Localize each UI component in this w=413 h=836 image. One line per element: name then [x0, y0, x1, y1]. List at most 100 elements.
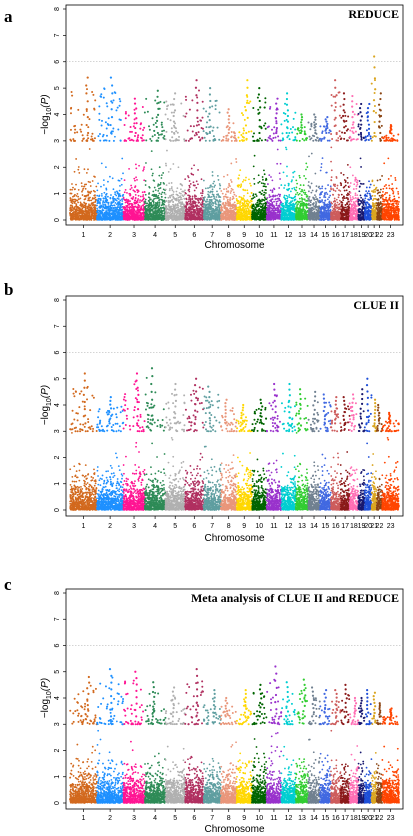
- snp-point: [101, 212, 103, 214]
- snp-point: [205, 140, 207, 142]
- snp-point: [88, 197, 90, 199]
- snp-point: [134, 112, 136, 114]
- snp-point: [152, 206, 154, 208]
- snp-point: [82, 194, 84, 196]
- snp-point: [209, 132, 211, 134]
- snp-point: [86, 139, 88, 141]
- snp-point: [87, 116, 89, 118]
- snp-point: [115, 210, 117, 212]
- snp-point: [171, 127, 173, 129]
- snp-point: [105, 196, 107, 198]
- snp-point: [74, 200, 76, 202]
- snp-point: [257, 218, 259, 220]
- snp-point: [114, 219, 116, 221]
- snp-point: [100, 96, 102, 98]
- snp-point: [189, 218, 191, 220]
- snp-point: [215, 105, 217, 107]
- x-tick-label-10: 10: [255, 232, 263, 239]
- snp-point: [134, 127, 136, 129]
- snp-point: [148, 200, 150, 202]
- snp-point: [264, 211, 266, 213]
- snp-point: [190, 219, 192, 221]
- snp-point: [181, 212, 183, 214]
- snp-point: [178, 218, 180, 220]
- snp-point: [148, 209, 150, 211]
- snp-point: [211, 217, 213, 219]
- snp-point: [115, 109, 117, 111]
- snp-point: [227, 140, 229, 142]
- snp-point: [228, 128, 230, 130]
- snp-point: [231, 181, 233, 183]
- snp-point: [70, 218, 72, 220]
- snp-point: [88, 181, 90, 183]
- snp-point: [171, 186, 173, 188]
- snp-point: [159, 218, 161, 220]
- snp-point: [106, 140, 108, 142]
- snp-point: [213, 135, 215, 137]
- snp-point: [119, 105, 121, 107]
- snp-point: [190, 211, 192, 213]
- snp-point: [279, 178, 281, 180]
- snp-point: [77, 196, 79, 198]
- snp-point: [245, 205, 247, 207]
- snp-point: [203, 180, 205, 182]
- snp-point: [94, 137, 96, 139]
- snp-point: [199, 199, 201, 201]
- snp-point: [188, 197, 190, 199]
- snp-point: [257, 202, 259, 204]
- snp-point: [207, 210, 209, 212]
- snp-point: [198, 136, 200, 138]
- snp-point: [252, 217, 254, 219]
- snp-point: [212, 188, 214, 190]
- snp-point: [207, 207, 209, 209]
- snp-point: [200, 192, 202, 194]
- snp-point: [105, 121, 107, 123]
- snp-point: [82, 138, 84, 140]
- snp-point: [135, 167, 137, 169]
- snp-point: [201, 195, 203, 197]
- snp-point: [144, 207, 146, 209]
- snp-point: [259, 200, 261, 202]
- snp-point: [234, 132, 236, 134]
- snp-point: [152, 191, 154, 193]
- snp-point: [74, 188, 76, 190]
- snp-point: [193, 164, 195, 166]
- snp-point: [110, 100, 112, 102]
- snp-point: [245, 179, 247, 181]
- snp-point: [209, 87, 211, 89]
- snp-point: [156, 210, 158, 212]
- snp-point: [76, 131, 78, 133]
- snp-point: [272, 198, 274, 200]
- snp-point: [124, 140, 126, 142]
- snp-point: [129, 188, 131, 190]
- snp-point: [154, 187, 156, 189]
- snp-point: [206, 219, 208, 221]
- snp-point: [188, 191, 190, 193]
- snp-point: [243, 197, 245, 199]
- snp-point: [101, 125, 103, 127]
- snp-point: [87, 200, 89, 202]
- snp-point: [84, 184, 86, 186]
- snp-point: [211, 186, 213, 188]
- snp-point: [270, 176, 272, 178]
- snp-point: [145, 180, 147, 182]
- snp-point: [196, 205, 198, 207]
- snp-point: [84, 168, 86, 170]
- snp-point: [90, 211, 92, 213]
- snp-point: [110, 198, 112, 200]
- snp-point: [103, 184, 105, 186]
- snp-point: [139, 212, 141, 214]
- snp-point: [135, 199, 137, 201]
- snp-point: [212, 215, 214, 217]
- snp-point: [102, 215, 104, 217]
- snp-point: [120, 204, 122, 206]
- snp-point: [155, 189, 157, 191]
- snp-point: [230, 179, 232, 181]
- snp-point: [192, 196, 194, 198]
- snp-point: [259, 211, 261, 213]
- snp-point: [194, 212, 196, 214]
- snp-point: [258, 93, 260, 95]
- snp-point: [162, 201, 164, 203]
- chromosome-3-points: [122, 98, 145, 221]
